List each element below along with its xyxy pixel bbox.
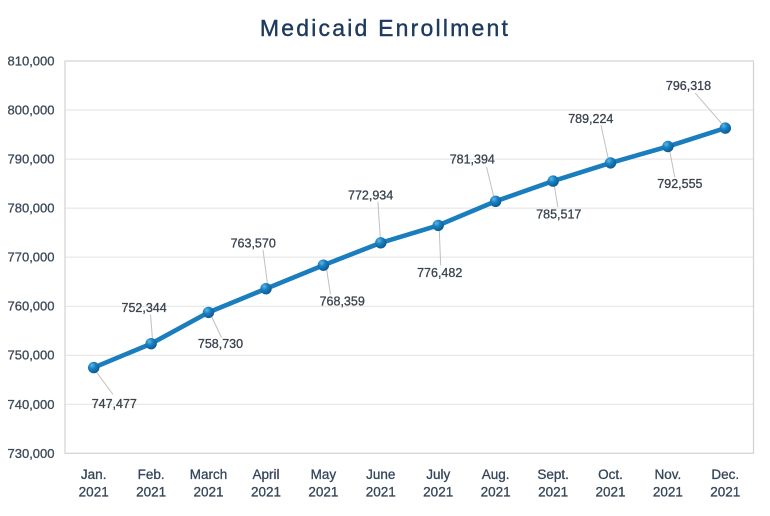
svg-text:June: June bbox=[366, 467, 395, 482]
svg-text:776,482: 776,482 bbox=[417, 266, 462, 280]
svg-text:800,000: 800,000 bbox=[8, 103, 55, 118]
svg-text:July: July bbox=[426, 467, 450, 482]
svg-text:Sept.: Sept. bbox=[537, 467, 569, 482]
svg-text:2021: 2021 bbox=[79, 485, 109, 500]
svg-text:2021: 2021 bbox=[481, 485, 511, 500]
svg-text:792,555: 792,555 bbox=[657, 177, 702, 191]
svg-text:2021: 2021 bbox=[538, 485, 568, 500]
svg-text:785,517: 785,517 bbox=[536, 208, 581, 222]
svg-text:2021: 2021 bbox=[710, 485, 740, 500]
svg-text:730,000: 730,000 bbox=[8, 446, 55, 461]
svg-text:Nov.: Nov. bbox=[655, 467, 682, 482]
svg-text:768,359: 768,359 bbox=[320, 294, 365, 308]
svg-text:760,000: 760,000 bbox=[8, 299, 55, 314]
svg-text:2021: 2021 bbox=[193, 485, 223, 500]
svg-text:2021: 2021 bbox=[366, 485, 396, 500]
svg-text:752,344: 752,344 bbox=[122, 301, 167, 315]
svg-text:2021: 2021 bbox=[308, 485, 338, 500]
svg-text:790,000: 790,000 bbox=[8, 152, 55, 167]
svg-text:March: March bbox=[190, 467, 228, 482]
svg-text:2021: 2021 bbox=[251, 485, 281, 500]
svg-text:772,934: 772,934 bbox=[348, 189, 393, 203]
svg-text:Aug.: Aug. bbox=[482, 467, 510, 482]
svg-text:2021: 2021 bbox=[136, 485, 166, 500]
svg-text:758,730: 758,730 bbox=[198, 337, 243, 351]
svg-text:763,570: 763,570 bbox=[231, 237, 276, 251]
svg-text:2021: 2021 bbox=[653, 485, 683, 500]
svg-text:780,000: 780,000 bbox=[8, 201, 55, 216]
svg-text:April: April bbox=[252, 467, 279, 482]
svg-text:2021: 2021 bbox=[423, 485, 453, 500]
svg-text:Medicaid Enrollment: Medicaid Enrollment bbox=[260, 15, 510, 41]
svg-text:Dec.: Dec. bbox=[711, 467, 739, 482]
svg-text:781,394: 781,394 bbox=[450, 153, 495, 167]
svg-text:770,000: 770,000 bbox=[8, 250, 55, 265]
svg-text:747,477: 747,477 bbox=[92, 397, 137, 411]
svg-text:740,000: 740,000 bbox=[8, 397, 55, 412]
svg-text:Jan.: Jan. bbox=[81, 467, 107, 482]
svg-text:796,318: 796,318 bbox=[666, 79, 711, 93]
svg-text:810,000: 810,000 bbox=[8, 54, 55, 69]
svg-text:Oct.: Oct. bbox=[598, 467, 623, 482]
svg-text:750,000: 750,000 bbox=[8, 348, 55, 363]
svg-text:May: May bbox=[311, 467, 337, 482]
svg-text:2021: 2021 bbox=[595, 485, 625, 500]
svg-text:Feb.: Feb. bbox=[138, 467, 165, 482]
svg-text:789,224: 789,224 bbox=[568, 112, 613, 126]
